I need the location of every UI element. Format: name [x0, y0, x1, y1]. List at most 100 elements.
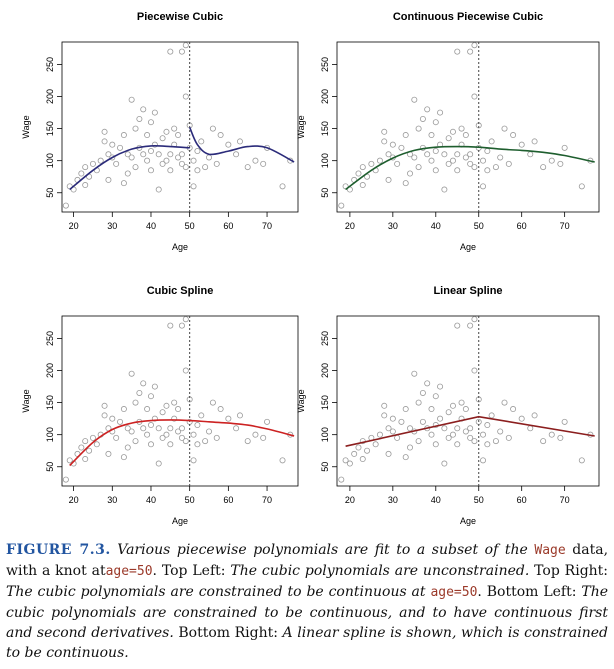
data-point: [505, 434, 512, 441]
data-point: [419, 115, 426, 122]
y-tick-label: 250: [45, 57, 55, 72]
data-point: [155, 460, 162, 467]
data-point: [428, 431, 435, 438]
plot-frame: [336, 315, 600, 487]
data-point: [394, 160, 401, 167]
x-tick-label: 50: [474, 221, 484, 231]
scatter-points: [62, 316, 294, 483]
data-point: [178, 48, 185, 55]
data-point: [101, 412, 108, 419]
data-point: [62, 476, 69, 483]
data-point: [175, 132, 182, 139]
data-point: [136, 389, 143, 396]
data-point: [198, 138, 205, 145]
data-point: [471, 164, 478, 171]
y-tick-label: 100: [45, 153, 55, 168]
data-point: [531, 412, 538, 419]
panel-1: Piecewise Cubic 20 30 40 50 60 70 50 100 150 200 25…: [21, 11, 299, 252]
data-point: [432, 119, 439, 126]
data-point: [480, 157, 487, 164]
fit-curve-fit: [345, 145, 595, 191]
y-tick-label: 100: [320, 153, 330, 168]
x-tick-label: 60: [223, 221, 233, 231]
y-tick-label: 50: [320, 462, 330, 472]
data-point: [454, 167, 461, 174]
fit-curve-left: [69, 144, 190, 191]
data-point: [424, 151, 431, 158]
data-point: [171, 399, 178, 406]
y-tick-label: 150: [45, 121, 55, 136]
data-point: [441, 186, 448, 193]
data-point: [368, 160, 375, 167]
data-point: [147, 441, 154, 448]
x-tick-label: 20: [69, 495, 79, 505]
data-point: [109, 141, 116, 148]
data-point: [144, 431, 151, 438]
data-point: [182, 438, 189, 445]
data-point: [437, 383, 444, 390]
data-point: [260, 160, 267, 167]
data-point: [182, 93, 189, 100]
data-point: [82, 456, 89, 463]
data-point: [389, 415, 396, 422]
data-point: [355, 444, 362, 451]
data-point: [151, 383, 158, 390]
caption-intro: Various piecewise polynomials are fit to…: [117, 542, 528, 558]
caption-code-age50-b: age=50: [430, 585, 478, 600]
data-point: [159, 434, 166, 441]
data-point: [518, 415, 525, 422]
data-point: [381, 402, 388, 409]
data-point: [471, 316, 478, 323]
x-axis-label: Age: [460, 242, 476, 252]
data-point: [175, 154, 182, 161]
data-point: [117, 418, 124, 425]
caption-period-b: .: [477, 584, 482, 600]
data-point: [449, 157, 456, 164]
x-tick-label: 40: [146, 495, 156, 505]
data-point: [484, 441, 491, 448]
fit-curve-fit: [69, 419, 295, 467]
data-point: [144, 132, 151, 139]
data-point: [471, 438, 478, 445]
data-point: [202, 438, 209, 445]
data-point: [159, 160, 166, 167]
data-point: [101, 128, 108, 135]
data-point: [178, 434, 185, 441]
data-point: [458, 399, 465, 406]
data-point: [140, 380, 147, 387]
data-point: [462, 132, 469, 139]
data-point: [182, 164, 189, 171]
x-tick-label: 20: [345, 221, 355, 231]
data-point: [467, 322, 474, 329]
caption-bottom-right-label: Bottom Right:: [178, 625, 278, 641]
data-point: [163, 128, 170, 135]
data-point: [198, 412, 205, 419]
y-tick-label: 200: [320, 363, 330, 378]
data-point: [402, 180, 409, 187]
y-tick-label: 150: [320, 121, 330, 136]
data-point: [144, 157, 151, 164]
x-tick-label: 40: [431, 495, 441, 505]
data-point: [501, 125, 508, 132]
data-point: [206, 428, 213, 435]
data-point: [140, 425, 147, 432]
panel-title: Cubic Spline: [147, 285, 214, 297]
data-point: [66, 457, 73, 464]
data-point: [147, 393, 154, 400]
data-point: [182, 316, 189, 323]
data-point: [445, 434, 452, 441]
data-point: [171, 415, 178, 422]
data-point: [89, 434, 96, 441]
data-point: [449, 402, 456, 409]
data-point: [213, 160, 220, 167]
data-point: [132, 125, 139, 132]
data-point: [167, 425, 174, 432]
data-point: [381, 412, 388, 419]
data-point: [93, 441, 100, 448]
data-point: [467, 151, 474, 158]
plot-frame: [336, 41, 600, 213]
data-point: [484, 148, 491, 155]
data-point: [147, 422, 154, 429]
data-point: [437, 415, 444, 422]
data-point: [385, 176, 392, 183]
